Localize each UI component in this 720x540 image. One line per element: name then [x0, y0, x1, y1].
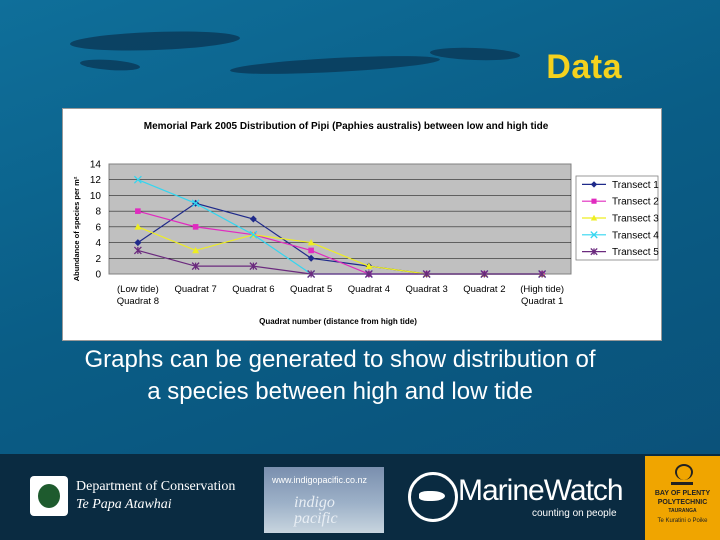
bop-line-4: Te Kuratini o Poike — [657, 518, 708, 524]
brush-stroke — [429, 46, 521, 62]
x-tick-label: Quadrat 4 — [348, 284, 390, 295]
x-tick-label: Quadrat 2 — [463, 284, 505, 295]
doc-name: Department of Conservation — [76, 479, 236, 494]
data-point — [307, 239, 315, 246]
brush-stroke — [79, 57, 141, 73]
x-tick-label: Quadrat 1 — [521, 296, 563, 307]
indigo-word: indigo pacific — [294, 495, 338, 527]
y-tick-label: 2 — [95, 254, 101, 265]
bop-line-1: BAY OF PLENTY — [654, 490, 711, 497]
x-tick-label: Quadrat 6 — [232, 284, 274, 295]
data-point — [249, 262, 258, 271]
x-tick-label: Quadrat 3 — [406, 284, 448, 295]
brush-stroke — [69, 29, 241, 53]
data-point — [134, 239, 142, 247]
bop-polytechnic-icon — [671, 464, 693, 485]
marinewatch-logo: MarineWatch counting on people — [404, 468, 634, 526]
line-chart: Memorial Park 2005 Distribution of Pipi … — [72, 121, 659, 326]
data-point — [590, 247, 598, 256]
marinewatch-name: MarineWatch — [458, 474, 624, 507]
y-tick-label: 12 — [90, 175, 102, 186]
bop-polytechnic-logo: BAY OF PLENTY POLYTECHNIC TAURANGA Te Ku… — [645, 456, 720, 540]
slide-caption: Graphs can be generated to show distribu… — [30, 344, 650, 408]
legend-label: Transect 4 — [612, 230, 659, 241]
data-point — [307, 270, 316, 278]
caption-line-1: Graphs can be generated to show distribu… — [84, 346, 596, 373]
data-point — [590, 231, 598, 239]
data-point — [249, 230, 258, 239]
y-tick-label: 4 — [95, 238, 101, 249]
data-point — [590, 214, 598, 221]
doc-logo: Department of Conservation Te Papa Atawh… — [30, 476, 240, 516]
data-point — [590, 181, 598, 188]
y-axis-label: Abundance of species per m² — [72, 176, 81, 281]
x-axis-label: Quadrat number (distance from high tide) — [259, 317, 417, 326]
bop-line-3: TAURANGA — [668, 508, 697, 514]
data-point — [192, 246, 200, 254]
data-point — [133, 246, 142, 255]
chart-title: Memorial Park 2005 Distribution of Pipi … — [144, 121, 549, 132]
data-point — [191, 199, 200, 208]
legend-label: Transect 5 — [612, 247, 659, 258]
x-tick-label: Quadrat 7 — [175, 284, 217, 295]
data-point — [192, 224, 199, 230]
marinewatch-diver-icon — [408, 472, 458, 522]
legend-label: Transect 3 — [612, 214, 659, 225]
data-point — [480, 270, 489, 278]
marinewatch-tagline: counting on people — [532, 508, 617, 519]
series-line — [137, 249, 543, 275]
indigo-pacific-logo: www.indigopacific.co.nz indigo pacific — [264, 467, 384, 533]
data-point — [134, 223, 142, 230]
indigo-word-2: pacific — [294, 510, 338, 527]
data-point — [365, 262, 373, 269]
indigo-word-1: indigo — [294, 494, 335, 511]
doc-emblem-icon — [30, 476, 68, 516]
data-point — [538, 270, 547, 278]
y-tick-label: 14 — [90, 160, 102, 171]
brush-stroke — [229, 52, 441, 78]
y-tick-label: 0 — [95, 270, 101, 281]
y-tick-label: 8 — [95, 207, 101, 218]
data-point — [135, 208, 141, 214]
plot-area — [108, 163, 572, 275]
bop-line-2: POLYTECHNIC — [657, 499, 708, 506]
legend-label: Transect 1 — [612, 180, 659, 191]
data-point — [191, 262, 200, 271]
slide-title: Data — [546, 48, 622, 86]
x-tick-label: (Low tide) — [117, 284, 159, 295]
chart-panel: Memorial Park 2005 Distribution of Pipi … — [62, 108, 662, 341]
data-point — [591, 198, 597, 204]
x-tick-label: Quadrat 8 — [117, 296, 159, 307]
x-tick-label: (High tide) — [520, 284, 564, 295]
caption-line-2: a species between high and low tide — [147, 378, 533, 405]
data-point — [249, 215, 257, 223]
data-point — [308, 247, 314, 254]
x-tick-label: Quadrat 5 — [290, 284, 332, 295]
data-point — [133, 175, 142, 184]
y-tick-label: 10 — [90, 191, 102, 202]
data-point — [364, 270, 373, 278]
y-tick-label: 6 — [95, 222, 101, 233]
data-point — [422, 270, 431, 278]
legend-label: Transect 2 — [612, 197, 659, 208]
doc-tagline: Te Papa Atawhai — [76, 497, 172, 512]
indigo-url: www.indigopacific.co.nz — [272, 475, 368, 485]
